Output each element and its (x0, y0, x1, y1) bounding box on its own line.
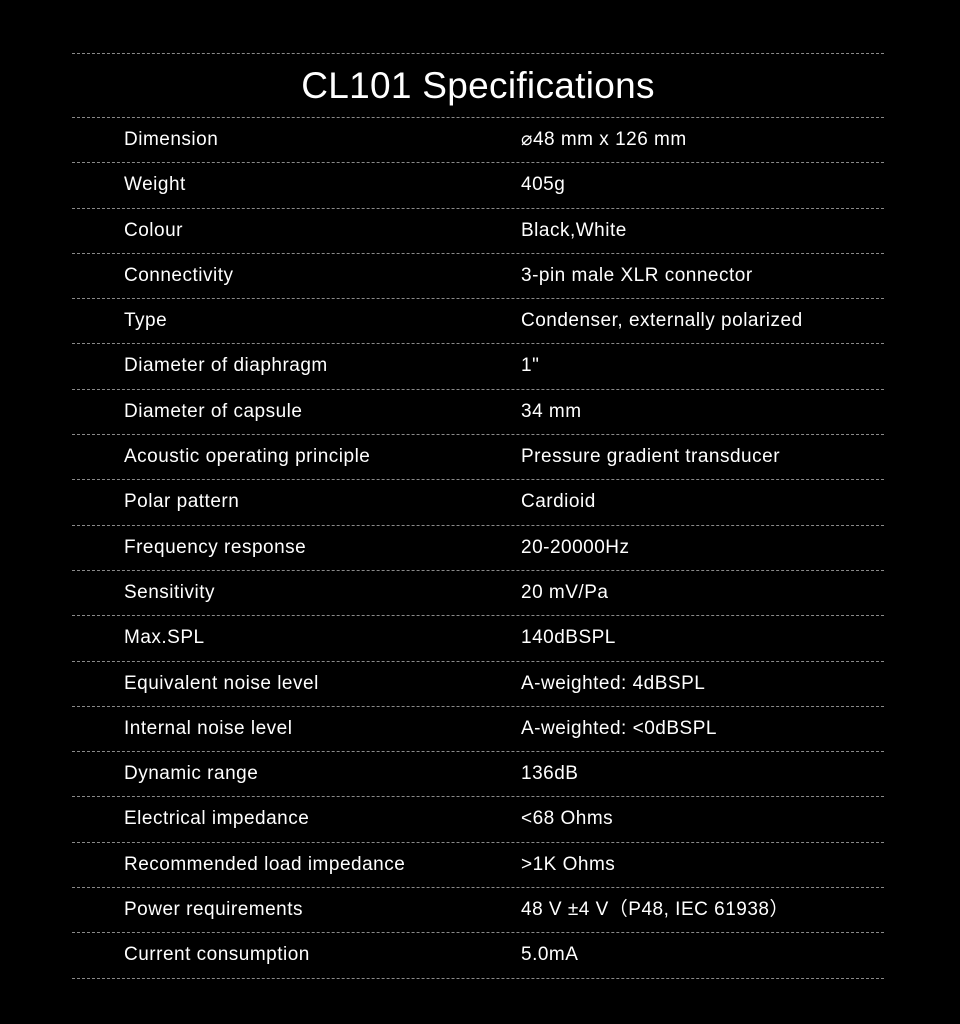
spec-row: Acoustic operating principle Pressure gra… (72, 435, 884, 481)
spec-label: Type (124, 310, 168, 332)
spec-row: Frequency response 20-20000Hz (72, 526, 884, 571)
spec-value: 1" (521, 355, 540, 377)
spec-label: Current consumption (124, 944, 310, 966)
spec-label: Recommended load impedance (124, 853, 406, 875)
spec-row: Max.SPL 140dBSPL (72, 616, 884, 662)
spec-row: Colour Black,White (72, 209, 884, 254)
spec-value: 20-20000Hz (521, 536, 630, 558)
spec-label: Diameter of diaphragm (124, 355, 328, 377)
spec-row: Internal noise level A-weighted: <0dBSPL (72, 707, 884, 753)
spec-value: A-weighted: <0dBSPL (521, 717, 717, 739)
spec-value: Black,White (521, 219, 627, 241)
spec-row: Diameter of diaphragm 1" (72, 344, 884, 390)
spec-label: Internal noise level (124, 717, 293, 739)
spec-label: Dynamic range (124, 763, 259, 785)
spec-value: 140dBSPL (521, 627, 616, 649)
spec-label: Power requirements (124, 899, 304, 921)
spec-row: Weight 405g (72, 163, 884, 209)
spec-value: >1K Ohms (521, 853, 616, 875)
spec-value: 405g (521, 174, 566, 196)
spec-label: Connectivity (124, 264, 234, 286)
spec-row: Sensitivity 20 mV/Pa (72, 571, 884, 617)
spec-value: 136dB (521, 763, 579, 785)
spec-row: Power requirements 48 V ±4 V（P48, IEC 619… (72, 888, 884, 934)
spec-row: Electrical impedance <68 Ohms (72, 797, 884, 843)
spec-value: Cardioid (521, 491, 596, 513)
spec-value: 3-pin male XLR connector (521, 264, 753, 286)
spec-value: 48 V ±4 V（P48, IEC 61938） (521, 899, 789, 921)
spec-label: Acoustic operating principle (124, 446, 371, 468)
spec-rows: Dimension ⌀48 mm x 126 mm Weight 405g Colour… (72, 118, 884, 979)
spec-row: Diameter of capsule 34 mm (72, 390, 884, 436)
spec-value: Pressure gradient transducer (521, 446, 781, 468)
spec-label: Colour (124, 219, 183, 241)
spec-label: Frequency response (124, 536, 307, 558)
spec-row: Recommended load impedance >1K Ohms (72, 843, 884, 889)
spec-value: Condenser, externally polarized (521, 310, 803, 332)
spec-label: Diameter of capsule (124, 400, 303, 422)
spec-label: Sensitivity (124, 581, 216, 603)
spec-value: 34 mm (521, 400, 582, 422)
spec-row: Type Condenser, externally polarized (72, 299, 884, 345)
spec-value: 20 mV/Pa (521, 581, 609, 603)
spec-value: <68 Ohms (521, 808, 614, 830)
spec-label: Polar pattern (124, 491, 240, 513)
spec-label: Dimension (124, 129, 219, 150)
spec-value: A-weighted: 4dBSPL (521, 672, 706, 694)
page-title: CL101 Specifications (72, 53, 884, 118)
spec-label: Electrical impedance (124, 808, 310, 830)
spec-value: 5.0mA (521, 944, 579, 966)
spec-row: Dynamic range 136dB (72, 752, 884, 798)
spec-label: Equivalent noise level (124, 672, 319, 694)
spec-label: Max.SPL (124, 627, 205, 649)
spec-table: CL101 Specifications Dimension ⌀48 mm x 1… (72, 53, 884, 979)
spec-row: Polar pattern Cardioid (72, 480, 884, 526)
spec-value: ⌀48 mm x 126 mm (521, 129, 687, 150)
spec-row: Connectivity 3-pin male XLR connector (72, 254, 884, 300)
spec-row: Dimension ⌀48 mm x 126 mm (72, 118, 884, 164)
spec-row: Equivalent noise level A-weighted: 4dBSPL (72, 662, 884, 707)
spec-row: Current consumption 5.0mA (72, 933, 884, 979)
spec-label: Weight (124, 174, 186, 196)
